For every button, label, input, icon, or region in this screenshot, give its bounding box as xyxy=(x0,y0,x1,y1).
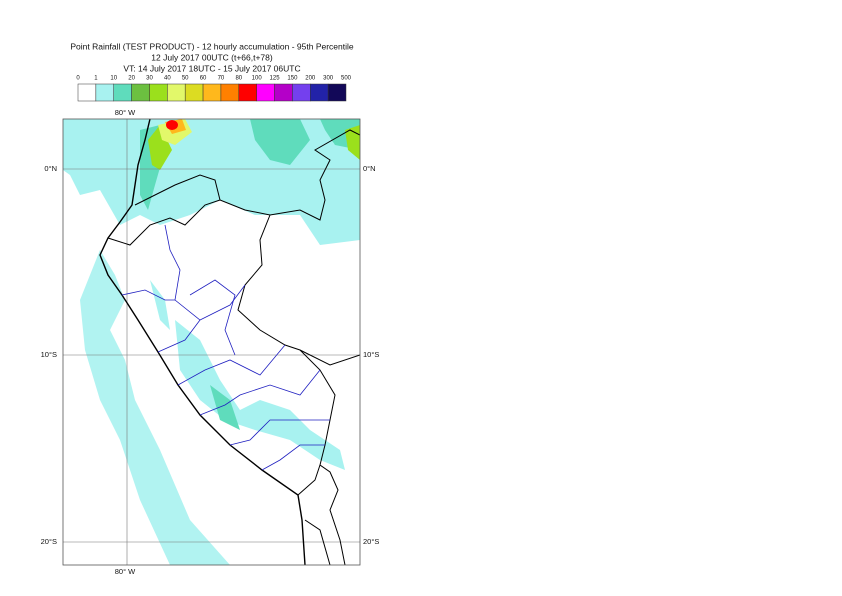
title-line: Point Rainfall (TEST PRODUCT) - 12 hourl… xyxy=(70,41,354,51)
legend-label: 80 xyxy=(235,76,242,82)
legend-swatch xyxy=(238,83,257,102)
rain-heavy xyxy=(148,119,360,170)
legend-swatch xyxy=(149,83,168,102)
legend-swatch xyxy=(274,83,293,102)
legend-label: 70 xyxy=(218,76,225,82)
lat-label: 0°N xyxy=(44,164,57,173)
legend-swatch xyxy=(310,83,329,102)
legend-label: 1 xyxy=(94,76,98,82)
lat-label: 0°N xyxy=(363,164,376,173)
legend-label: 0 xyxy=(76,76,80,82)
graticule xyxy=(63,119,360,565)
lat-label: 20°S xyxy=(363,537,379,546)
legend-swatch xyxy=(292,83,311,102)
legend-swatch xyxy=(95,83,114,102)
legend-label: 150 xyxy=(287,76,298,82)
legend-label: 200 xyxy=(305,76,316,82)
legend-label: 60 xyxy=(200,76,207,82)
legend-label: 500 xyxy=(341,76,352,82)
lat-label: 10°S xyxy=(363,350,379,359)
legend-swatch xyxy=(220,83,240,102)
legend-label: 30 xyxy=(146,76,153,82)
legend-label: 125 xyxy=(270,76,281,82)
lat-label: 20°S xyxy=(41,537,57,546)
lat-label: 10°S xyxy=(41,350,57,359)
title-line: 12 July 2017 00UTC (t+66,t+78) xyxy=(151,52,273,62)
map-frame xyxy=(62,118,361,566)
legend-swatch xyxy=(167,83,186,102)
legend-label: 20 xyxy=(128,76,135,82)
lon-label: 80° W xyxy=(115,567,136,576)
legend-label: 40 xyxy=(164,76,171,82)
legend-swatch xyxy=(202,83,222,102)
regions xyxy=(121,224,330,471)
legend-swatch xyxy=(256,83,275,102)
map xyxy=(63,119,360,565)
legend-label: 300 xyxy=(323,76,334,82)
legend-swatch xyxy=(77,83,97,102)
rain-medium xyxy=(140,119,360,430)
legend-swatch xyxy=(327,83,347,102)
title-line: VT: 14 July 2017 18UTC - 15 July 2017 06… xyxy=(123,63,300,73)
legend-swatch xyxy=(113,83,132,102)
lon-label: 80° W xyxy=(115,108,136,117)
legend-label: 10 xyxy=(110,76,117,82)
legend-label: 50 xyxy=(182,76,189,82)
legend-swatch xyxy=(184,83,204,102)
legend-swatch xyxy=(131,83,150,102)
legend-label: 100 xyxy=(252,76,263,82)
